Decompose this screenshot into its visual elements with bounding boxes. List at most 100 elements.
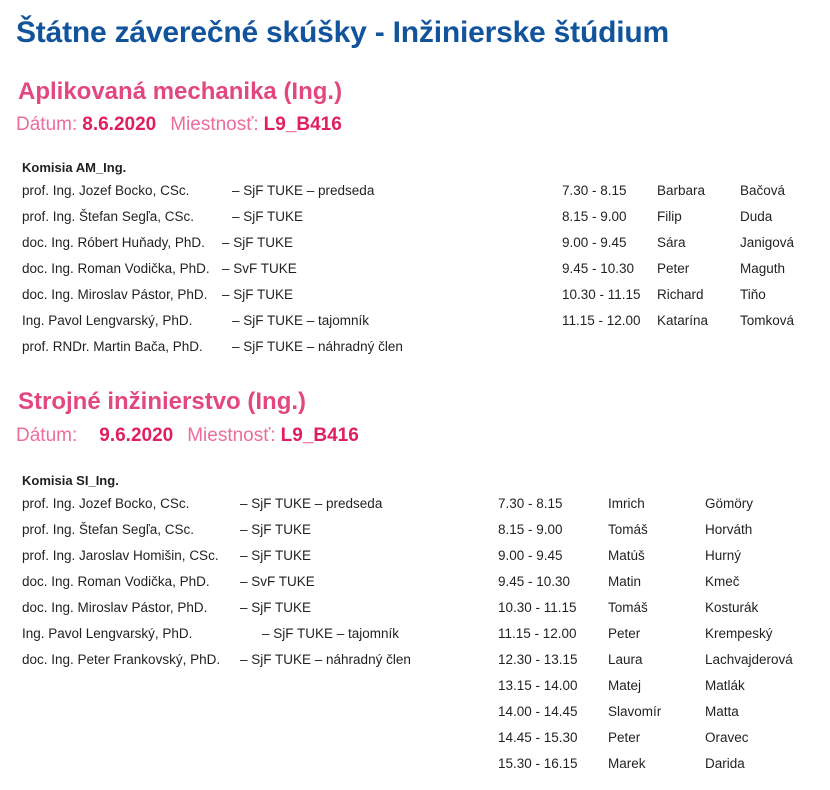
schedule-time-slot: 14.45 - 15.30 [498,730,578,745]
komisia-member-affiliation: – SjF TUKE – tajomník [262,626,400,641]
komisia-member-row: doc. Ing. Miroslav Pástor, PhD. – SjF TUK… [0,284,470,310]
komisia-label: Komisia SI_Ing. [22,473,119,488]
room-value: L9_B416 [280,425,359,446]
section-meta-line: Dátum: 8.6.2020 Miestnosť: L9_B416 [16,114,342,136]
student-first-name: Slavomír [608,704,662,719]
room-label: Miestnosť: [187,425,276,446]
komisia-member-row: prof. Ing. Štefan Segľa, CSc. – SjF TUKE [0,206,470,232]
komisia-member-affiliation: – SjF TUKE – predseda [240,496,383,511]
komisia-member-row: doc. Ing. Peter Frankovský, PhD. – SjF TU… [0,649,470,675]
schedule-time-slot: 9.45 - 10.30 [498,574,571,589]
student-first-name: Katarína [657,313,709,328]
komisia-member-name: Ing. Pavol Lengvarský, PhD. [22,626,193,641]
komisia-member-affiliation: – SjF TUKE – predseda [232,183,375,198]
student-last-name: Lachvajderová [705,652,793,667]
komisia-member-name: doc. Ing. Miroslav Pástor, PhD. [22,600,208,615]
schedule-time-slot: 11.15 - 12.00 [562,313,641,328]
schedule-time-slot: 10.30 - 11.15 [562,287,641,302]
schedule-time-slot: 9.00 - 9.45 [562,235,627,250]
komisia-member-row: doc. Ing. Roman Vodička, PhD. – SvF TUKE [0,258,470,284]
komisia-member-name: doc. Ing. Peter Frankovský, PhD. [22,652,221,667]
student-first-name: Peter [608,730,641,745]
komisia-member-row: doc. Ing. Miroslav Pástor, PhD. – SjF TUK… [0,597,470,623]
date-label: Dátum: [16,425,78,446]
schedule-time-slot: 15.30 - 16.15 [498,756,578,771]
komisia-member-name: prof. Ing. Štefan Segľa, CSc. [22,522,195,537]
student-last-name: Matlák [705,678,745,693]
komisia-member-affiliation: – SvF TUKE [240,574,315,589]
komisia-member-name: prof. RNDr. Martin Bača, PhD. [22,339,203,354]
student-last-name: Hurný [705,548,742,563]
date-label: Dátum: [16,114,78,135]
student-last-name: Gömöry [705,496,754,511]
student-first-name: Sára [657,235,686,250]
student-first-name: Matej [608,678,642,693]
komisia-member-name: prof. Ing. Jozef Bocko, CSc. [22,183,190,198]
student-last-name: Bačová [740,183,786,198]
schedule-time-slot: 9.45 - 10.30 [562,261,635,276]
komisia-member-affiliation: – SjF TUKE – tajomník [232,313,370,328]
schedule-time-slot: 13.15 - 14.00 [498,678,578,693]
schedule-time-slot: 10.30 - 11.15 [498,600,577,615]
komisia-member-row: Ing. Pavol Lengvarský, PhD. – SjF TUKE – … [0,623,470,649]
komisia-member-name: Ing. Pavol Lengvarský, PhD. [22,313,193,328]
komisia-member-affiliation: – SjF TUKE [222,235,294,250]
komisia-member-affiliation: – SjF TUKE [240,600,312,615]
student-last-name: Krempeský [705,626,773,641]
student-last-name: Matta [705,704,739,719]
komisia-member-row: prof. Ing. Jaroslav Homišin, CSc. – SjF T… [0,545,470,571]
room-value: L9_B416 [263,114,342,135]
section-title: Aplikovaná mechanika (Ing.) [18,78,343,105]
komisia-member-affiliation: – SjF TUKE – náhradný člen [240,652,411,667]
student-last-name: Tomková [740,313,795,328]
section-title: Strojné inžinierstvo (Ing.) [18,388,307,415]
student-first-name: Peter [608,626,641,641]
schedule-time-slot: 14.00 - 14.45 [498,704,578,719]
komisia-member-affiliation: – SjF TUKE [240,548,312,563]
komisia-members-list: prof. Ing. Jozef Bocko, CSc. – SjF TUKE –… [0,493,470,675]
komisia-member-row: Ing. Pavol Lengvarský, PhD. – SjF TUKE – … [0,310,470,336]
student-first-name: Barbara [657,183,706,198]
student-first-name: Richard [657,287,704,302]
student-last-name: Tiňo [740,287,766,302]
komisia-member-name: doc. Ing. Roman Vodička, PhD. [22,574,210,589]
student-first-name: Marek [608,756,646,771]
student-last-name: Duda [740,209,773,224]
student-first-name: Tomáš [608,522,648,537]
date-value: 8.6.2020 [82,114,157,135]
schedule-time-slot: 8.15 - 9.00 [498,522,563,537]
student-last-name: Kosturák [705,600,759,615]
schedule-time-slot: 7.30 - 8.15 [562,183,627,198]
komisia-member-row: doc. Ing. Roman Vodička, PhD. – SvF TUKE [0,571,470,597]
student-last-name: Oravec [705,730,749,745]
room-label: Miestnosť: [170,114,259,135]
komisia-member-name: doc. Ing. Miroslav Pástor, PhD. [22,287,208,302]
student-first-name: Matin [608,574,642,589]
date-value: 9.6.2020 [99,425,174,446]
komisia-member-affiliation: – SjF TUKE [240,522,312,537]
student-first-name: Matúš [608,548,645,563]
komisia-member-name: prof. Ing. Jaroslav Homišin, CSc. [22,548,219,563]
komisia-member-row: prof. Ing. Jozef Bocko, CSc. – SjF TUKE –… [0,493,470,519]
schedule-time-slot: 8.15 - 9.00 [562,209,627,224]
komisia-member-row: prof. Ing. Štefan Segľa, CSc. – SjF TUKE [0,519,470,545]
page-title: Štátne záverečné skúšky - Inžinierske št… [16,16,669,49]
schedule-time-slot: 11.15 - 12.00 [498,626,577,641]
student-last-name: Horváth [705,522,753,537]
student-first-name: Imrich [608,496,645,511]
komisia-member-affiliation: – SjF TUKE [222,287,294,302]
komisia-member-name: prof. Ing. Štefan Segľa, CSc. [22,209,195,224]
komisia-members-list: prof. Ing. Jozef Bocko, CSc. – SjF TUKE –… [0,180,470,362]
section-meta-line: Dátum: 9.6.2020 Miestnosť: L9_B416 [16,425,359,447]
student-first-name: Peter [657,261,690,276]
student-first-name: Filip [657,209,682,224]
student-last-name: Darida [705,756,745,771]
komisia-member-affiliation: – SjF TUKE [232,209,304,224]
komisia-label: Komisia AM_Ing. [22,160,127,175]
komisia-member-row: doc. Ing. Róbert Huňady, PhD. – SjF TUKE [0,232,470,258]
komisia-member-affiliation: – SjF TUKE – náhradný člen [232,339,403,354]
student-first-name: Laura [608,652,643,667]
schedule-time-slot: 12.30 - 13.15 [498,652,578,667]
student-first-name: Tomáš [608,600,648,615]
